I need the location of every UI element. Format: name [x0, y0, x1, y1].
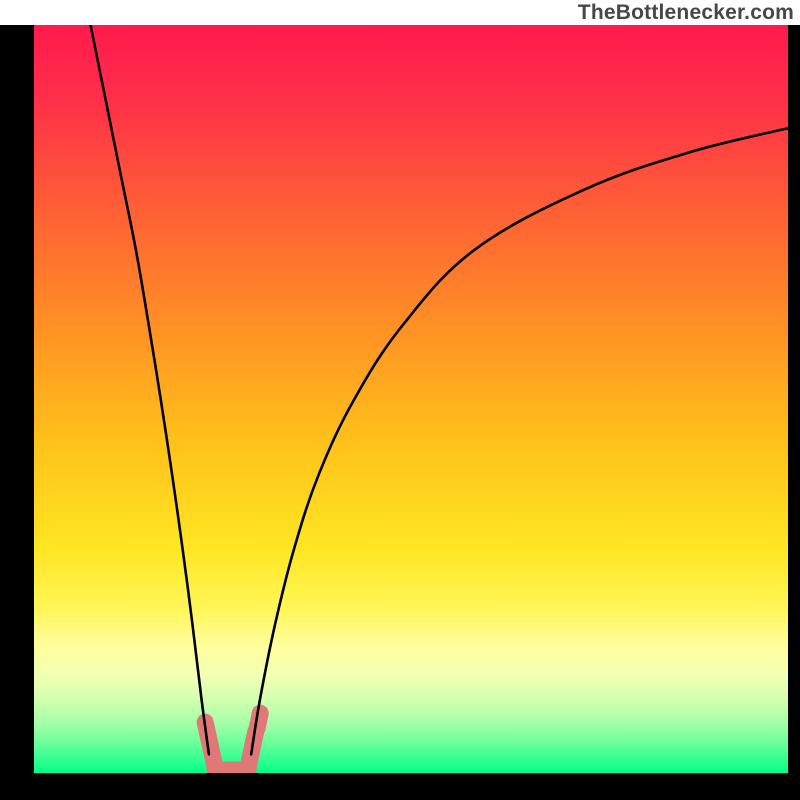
right-curve: [251, 128, 788, 754]
left-curve: [91, 25, 209, 754]
watermark-text: TheBottlenecker.com: [578, 1, 794, 25]
curves-layer: [34, 25, 788, 773]
plot-area: [34, 25, 788, 773]
watermark-bar: TheBottlenecker.com: [0, 0, 800, 25]
chart-frame: TheBottlenecker.com: [0, 0, 800, 800]
